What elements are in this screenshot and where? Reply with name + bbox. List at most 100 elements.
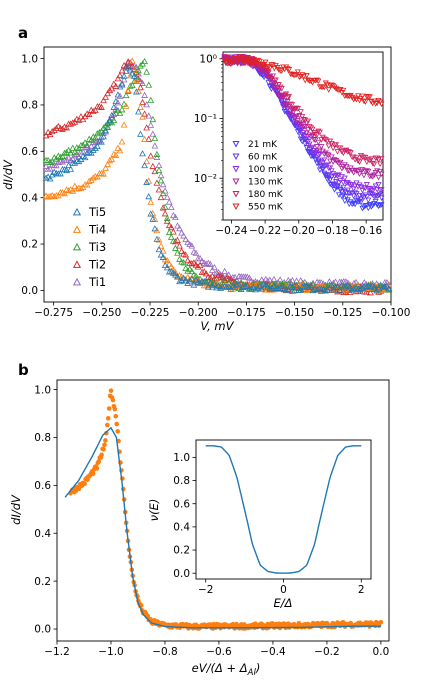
a-main-point: [116, 83, 124, 90]
a-inset-point: [338, 189, 345, 195]
a-inset-point: [315, 78, 322, 84]
a-main-point: [126, 72, 134, 79]
a-main-point: [151, 142, 159, 149]
a-inset-point: [365, 205, 372, 212]
a-main-point: [94, 142, 101, 150]
a-main-point: [266, 276, 274, 283]
a-main-point: [180, 232, 187, 239]
a-main-point: [342, 288, 350, 295]
b-inset-xtick-label: 0: [280, 584, 287, 596]
a-main-point: [133, 76, 140, 84]
a-inset-point: [275, 88, 282, 95]
a-inset-ytick-label: 10⁰: [199, 54, 217, 66]
a-main-point: [161, 261, 169, 269]
a-main-point: [48, 127, 56, 135]
a-inset-legend-label: 130 mK: [248, 178, 284, 188]
a-inset-point: [369, 160, 376, 167]
a-main-legend-label: Ti3: [88, 240, 106, 254]
a-main-point: [371, 284, 378, 291]
a-main-xtick-label: −0.100: [372, 307, 411, 319]
a-main-point: [354, 281, 362, 289]
a-inset-point: [315, 159, 322, 166]
a-inset-point: [363, 182, 370, 188]
a-main-point: [116, 92, 124, 99]
a-main-point: [139, 150, 146, 157]
a-main-point: [106, 157, 114, 164]
b-main-point: [103, 438, 108, 443]
a-main-point: [147, 210, 155, 217]
a-main-point: [188, 260, 196, 267]
a-main-point: [98, 103, 105, 110]
b-main-point: [110, 397, 116, 403]
a-main-point: [126, 82, 134, 89]
b-main-xlabel-sub: Al: [247, 668, 257, 678]
a-main-point: [182, 251, 190, 258]
a-main-point: [108, 155, 116, 163]
a-inset-point: [246, 60, 253, 66]
b-main-point: [96, 459, 102, 464]
a-main-point: [182, 264, 190, 272]
a-main-point: [102, 128, 109, 135]
a-main-point: [50, 192, 58, 200]
a-main-point: [141, 135, 148, 142]
a-inset-point: [300, 73, 307, 80]
a-main-point: [167, 203, 175, 210]
a-inset-ytick-label: 10⁻²: [194, 173, 217, 185]
a-main-point: [130, 77, 138, 84]
a-main-point: [196, 261, 204, 269]
a-main-point: [42, 132, 50, 139]
a-main-point: [63, 124, 70, 131]
a-inset-point: [272, 77, 279, 84]
a-inset-point: [237, 61, 244, 67]
a-inset-point: [362, 99, 369, 105]
a-main-point: [248, 285, 255, 292]
a-main-point: [184, 267, 192, 274]
a-main-point: [157, 242, 165, 249]
a-main-point: [133, 88, 140, 95]
a-inset-point: [341, 175, 348, 182]
b-main-point: [104, 422, 110, 428]
b-inset-frame: [195, 439, 372, 580]
a-main-point: [149, 130, 157, 137]
a-main-point: [96, 128, 103, 136]
a-main-point: [155, 245, 163, 253]
a-main-point: [202, 260, 210, 267]
a-main-point: [208, 272, 216, 279]
a-inset-point: [278, 68, 285, 74]
a-main-point: [159, 189, 167, 197]
a-main-point: [211, 280, 218, 287]
b-inset-dos-line: [205, 445, 362, 574]
a-inset-point: [278, 86, 285, 92]
a-inset-point: [309, 151, 316, 158]
a-main-point: [188, 274, 196, 281]
a-inset-point: [266, 74, 273, 81]
b-main-xtick-label: −1.2: [44, 646, 70, 658]
a-inset-point: [305, 118, 312, 125]
a-main-point: [153, 150, 161, 157]
a-inset-point: [236, 56, 243, 62]
a-main-point: [172, 244, 179, 251]
a-inset-point: [353, 168, 360, 174]
a-inset-point: [325, 87, 332, 93]
a-inset-point: [355, 199, 362, 205]
a-main-legend-label: Ti2: [88, 258, 106, 272]
a-main-point: [52, 162, 60, 169]
a-inset-point: [375, 97, 382, 104]
a-inset-point: [378, 202, 385, 208]
a-main-point: [87, 142, 95, 149]
a-main-point: [289, 283, 296, 290]
a-inset-point: [310, 137, 318, 143]
b-inset-ytick-label: 0.2: [173, 545, 190, 557]
a-inset-point: [283, 104, 290, 110]
a-main-point: [186, 277, 194, 284]
a-main-point: [204, 283, 212, 290]
a-inset-legend-label: 60 mK: [248, 153, 278, 163]
a-main-point: [159, 181, 167, 188]
a-main-point: [83, 141, 91, 149]
a-inset-point: [340, 87, 347, 94]
a-main-legend-marker: [72, 260, 82, 268]
a-main-point: [114, 144, 122, 151]
a-main-point: [264, 277, 272, 284]
a-inset-point: [324, 162, 331, 169]
a-main-point: [262, 286, 270, 293]
